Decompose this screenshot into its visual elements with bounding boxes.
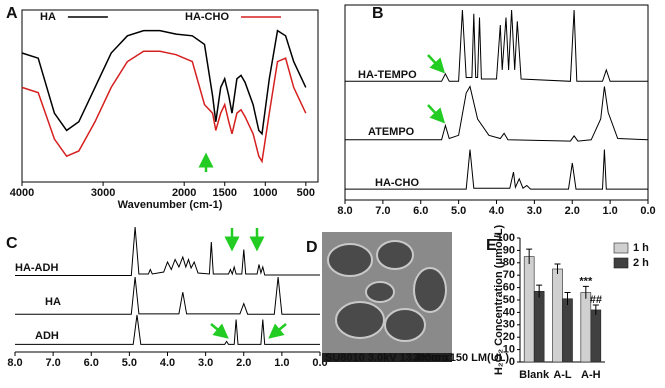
y-tick-label: 0	[509, 356, 515, 368]
pore	[376, 240, 414, 270]
y-tick-label: 40	[503, 306, 515, 318]
pore	[335, 301, 385, 339]
bar	[533, 291, 545, 363]
y-axis-label: H₂O₂ Concentration (μmol/L)	[493, 225, 505, 376]
x-tick-label: 6.0	[84, 357, 99, 369]
legend-label: HA	[40, 11, 56, 23]
x-tick-label: 5.0	[451, 205, 466, 217]
x-tick-label: 2000	[172, 187, 196, 199]
x-tick-label: 2.0	[236, 357, 251, 369]
legend-label: HA-CHO	[185, 11, 229, 23]
spectrum-line	[345, 149, 648, 190]
x-tick-label: 8.0	[7, 357, 22, 369]
spectrum-line	[345, 85, 649, 142]
x-tick-label: 7.0	[375, 205, 390, 217]
x-tick-label: 7.0	[45, 357, 60, 369]
arrow	[210, 323, 229, 339]
arrow	[427, 104, 446, 124]
legend-label: 1 h	[633, 242, 649, 254]
panel-letter: E	[486, 237, 497, 254]
plot-frame	[21, 9, 319, 183]
spectrum-label: ADH	[35, 330, 59, 342]
x-tick-label: 1.0	[274, 357, 289, 369]
y-tick-label: 90	[503, 244, 515, 256]
legend-label: 2 h	[633, 257, 649, 269]
panel-letter: B	[372, 5, 384, 22]
x-axis-label: Wavenumber (cm-1)	[118, 199, 223, 211]
bar	[523, 256, 535, 363]
annotation: ##	[590, 294, 602, 306]
pore	[413, 267, 447, 313]
spectrum-label: ATEMPO	[368, 126, 415, 138]
legend-swatch	[613, 242, 629, 254]
x-tick-label: 1500	[212, 187, 236, 199]
y-tick-label: 50	[503, 294, 515, 306]
spectrum-label: HA-CHO	[375, 177, 419, 189]
error-bar	[536, 284, 543, 298]
x-tick-label: 2.0	[565, 205, 580, 217]
x-tick-label: 3000	[91, 187, 115, 199]
error-bar	[592, 304, 599, 315]
x-tick-label: 3.0	[198, 357, 213, 369]
arrow	[427, 54, 446, 74]
spectrum-label: HA-ADH	[15, 262, 58, 274]
x-tick-label: A-H	[581, 369, 601, 381]
error-bar	[564, 292, 571, 305]
pore	[384, 308, 426, 342]
image-caption: SU8010 3.0kV 13.4mm x150 LM(UL)	[325, 352, 509, 364]
error-bar	[526, 248, 533, 265]
caption-bar	[322, 353, 452, 362]
x-tick-label: 1000	[253, 187, 277, 199]
bar	[562, 298, 573, 363]
spectrum-line	[15, 314, 320, 345]
legend-swatch	[613, 257, 629, 269]
x-tick-label: 4.0	[489, 205, 504, 217]
scale-label: 300um	[413, 352, 448, 364]
bar	[552, 268, 563, 363]
pore	[327, 243, 373, 277]
x-tick-label: A-L	[553, 369, 572, 381]
spectrum-line	[15, 226, 320, 276]
series-line	[21, 50, 307, 164]
x-tick-label: 500	[297, 187, 315, 199]
y-tick-label: 60	[503, 282, 515, 294]
spectrum-label: HA-TEMPO	[358, 69, 417, 81]
arrows	[198, 54, 446, 339]
panel-letter: D	[306, 239, 318, 256]
x-tick-label: 1.0	[602, 205, 617, 217]
y-tick-label: 30	[503, 319, 515, 331]
spectrum-line	[345, 9, 648, 82]
y-tick-label: 80	[503, 257, 515, 269]
x-tick-label: 3.0	[527, 205, 542, 217]
spectrum-label: HA	[45, 296, 61, 308]
y-tick-label: 70	[503, 269, 515, 281]
spectrum-line	[15, 276, 320, 315]
y-tick-label: 10	[503, 344, 515, 356]
x-tick-label: Blank	[519, 369, 550, 381]
x-tick-label: 4.0	[160, 357, 175, 369]
y-tick-label: 20	[503, 331, 515, 343]
panel-letter: C	[6, 235, 18, 252]
y-tick-label: 100	[497, 232, 515, 244]
error-bar	[554, 263, 561, 274]
pore	[365, 281, 395, 303]
x-tick-label: 0.0	[640, 205, 655, 217]
bar	[590, 309, 602, 363]
arrow	[268, 323, 287, 339]
x-tick-label: 4000	[10, 187, 34, 199]
x-tick-label: 6.0	[413, 205, 428, 217]
series-line	[21, 29, 307, 136]
error-bar	[582, 285, 589, 299]
annotation: ***	[579, 275, 593, 287]
x-tick-label: 5.0	[122, 357, 137, 369]
x-tick-label: 8.0	[337, 205, 352, 217]
panel-letter: A	[6, 5, 18, 22]
